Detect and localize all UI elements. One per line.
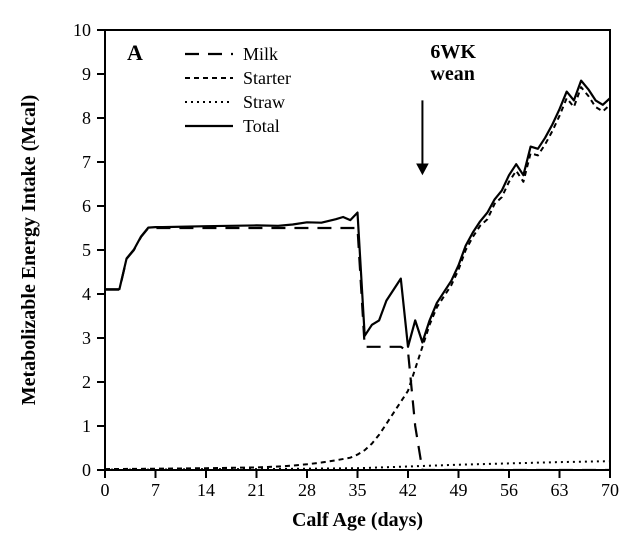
- panel-label: A: [127, 40, 143, 65]
- y-tick-label: 9: [82, 64, 91, 84]
- y-axis-title: Metabolizable Energy Intake (Mcal): [18, 95, 40, 406]
- x-tick-label: 21: [248, 480, 266, 500]
- x-tick-label: 49: [450, 480, 468, 500]
- chart-background: [0, 0, 644, 550]
- legend-label: Starter: [243, 68, 291, 88]
- x-tick-label: 35: [349, 480, 367, 500]
- x-tick-label: 63: [551, 480, 569, 500]
- legend-label: Straw: [243, 92, 285, 112]
- x-tick-label: 14: [197, 480, 215, 500]
- y-tick-label: 3: [82, 328, 91, 348]
- x-axis-title: Calf Age (days): [292, 509, 423, 531]
- y-tick-label: 4: [82, 284, 91, 304]
- y-tick-label: 8: [82, 108, 91, 128]
- x-tick-label: 28: [298, 480, 316, 500]
- y-tick-label: 0: [82, 460, 91, 480]
- x-tick-label: 7: [151, 480, 160, 500]
- y-tick-label: 7: [82, 152, 91, 172]
- legend-label: Total: [243, 116, 280, 136]
- legend-label: Milk: [243, 44, 278, 64]
- y-tick-label: 10: [73, 20, 91, 40]
- y-tick-label: 5: [82, 240, 91, 260]
- y-tick-label: 2: [82, 372, 91, 392]
- x-tick-label: 0: [101, 480, 110, 500]
- energy-intake-chart: 07142128354249566370012345678910Calf Age…: [0, 0, 644, 550]
- wean-annotation-text: 6WK: [430, 41, 476, 63]
- y-tick-label: 1: [82, 416, 91, 436]
- x-tick-label: 70: [601, 480, 619, 500]
- x-tick-label: 42: [399, 480, 417, 500]
- chart-container: 07142128354249566370012345678910Calf Age…: [0, 0, 644, 550]
- y-tick-label: 6: [82, 196, 91, 216]
- wean-annotation-text: wean: [430, 63, 474, 85]
- x-tick-label: 56: [500, 480, 518, 500]
